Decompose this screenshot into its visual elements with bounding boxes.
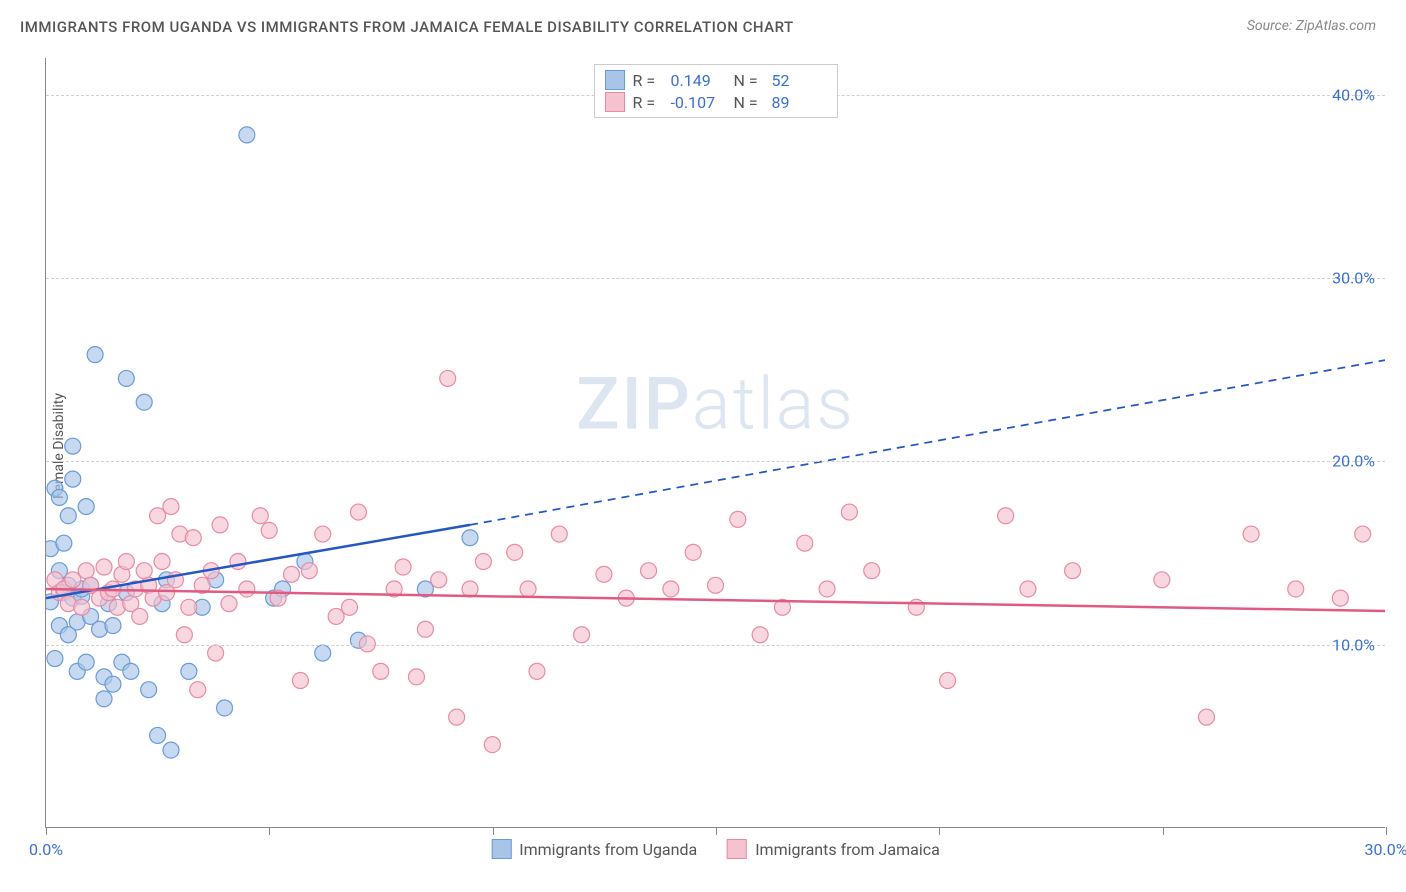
x-tick-label: 30.0% — [1365, 840, 1406, 859]
x-tick — [46, 827, 47, 835]
bottom-swatch-uganda — [491, 839, 511, 859]
x-tick-label: 0.0% — [29, 840, 63, 859]
legend-stats-box: R = 0.149 N = 52 R = -0.107 N = 89 — [594, 64, 838, 118]
y-tick-label: 10.0% — [1332, 635, 1375, 654]
plot-area: ZIPatlas R = 0.149 N = 52 R = -0.107 N =… — [45, 58, 1385, 828]
legend-swatch-jamaica — [605, 92, 625, 112]
bottom-legend-uganda: Immigrants from Uganda — [491, 839, 697, 859]
y-tick-label: 30.0% — [1332, 269, 1375, 288]
x-tick — [493, 827, 494, 835]
bottom-legend: Immigrants from Uganda Immigrants from J… — [491, 839, 940, 859]
gridline-h — [46, 645, 1385, 646]
gridline-h — [46, 278, 1385, 279]
bottom-swatch-jamaica — [727, 839, 747, 859]
chart-title: IMMIGRANTS FROM UGANDA VS IMMIGRANTS FRO… — [20, 18, 794, 36]
x-tick — [1163, 827, 1164, 835]
y-tick-label: 20.0% — [1332, 452, 1375, 471]
watermark: ZIPatlas — [576, 362, 855, 447]
source-attribution: Source: ZipAtlas.com — [1247, 18, 1376, 34]
legend-row-uganda: R = 0.149 N = 52 — [605, 69, 827, 91]
x-tick — [269, 827, 270, 835]
x-tick — [1386, 827, 1387, 835]
x-tick — [716, 827, 717, 835]
x-tick — [939, 827, 940, 835]
y-tick-label: 40.0% — [1332, 85, 1375, 104]
legend-row-jamaica: R = -0.107 N = 89 — [605, 91, 827, 113]
bottom-legend-jamaica: Immigrants from Jamaica — [727, 839, 940, 859]
scatter-svg — [46, 58, 1385, 827]
legend-swatch-uganda — [605, 70, 625, 90]
gridline-h — [46, 461, 1385, 462]
